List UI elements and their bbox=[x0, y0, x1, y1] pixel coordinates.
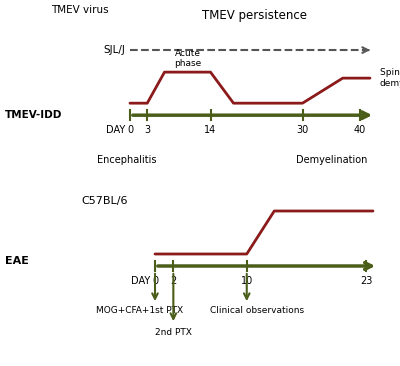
Text: 2: 2 bbox=[170, 276, 176, 286]
Text: Spinal cord
demyelination: Spinal cord demyelination bbox=[380, 68, 400, 88]
Text: 2nd PTX: 2nd PTX bbox=[155, 328, 192, 337]
Text: TMEV virus: TMEV virus bbox=[51, 5, 109, 15]
Text: 0: 0 bbox=[152, 276, 158, 286]
Text: C57BL/6: C57BL/6 bbox=[82, 196, 128, 206]
Text: MOG+CFA+1st PTX: MOG+CFA+1st PTX bbox=[96, 306, 184, 315]
Text: 40: 40 bbox=[354, 125, 366, 135]
Text: DAY: DAY bbox=[106, 125, 125, 135]
Text: Clinical observations: Clinical observations bbox=[210, 306, 304, 315]
Text: Demyelination: Demyelination bbox=[296, 155, 367, 165]
Text: TMEV-IDD: TMEV-IDD bbox=[5, 110, 62, 120]
Text: TMEV persistence: TMEV persistence bbox=[202, 8, 308, 22]
Text: 3: 3 bbox=[144, 125, 150, 135]
Text: 30: 30 bbox=[296, 125, 309, 135]
Text: DAY: DAY bbox=[131, 276, 150, 286]
Text: Encephalitis: Encephalitis bbox=[98, 155, 157, 165]
Text: SJL/J: SJL/J bbox=[103, 45, 125, 55]
Text: 23: 23 bbox=[360, 276, 372, 286]
Text: 10: 10 bbox=[241, 276, 253, 286]
Text: 14: 14 bbox=[204, 125, 217, 135]
Text: Acute
phase: Acute phase bbox=[174, 49, 201, 68]
Text: EAE: EAE bbox=[5, 256, 29, 266]
Text: 0: 0 bbox=[127, 125, 133, 135]
